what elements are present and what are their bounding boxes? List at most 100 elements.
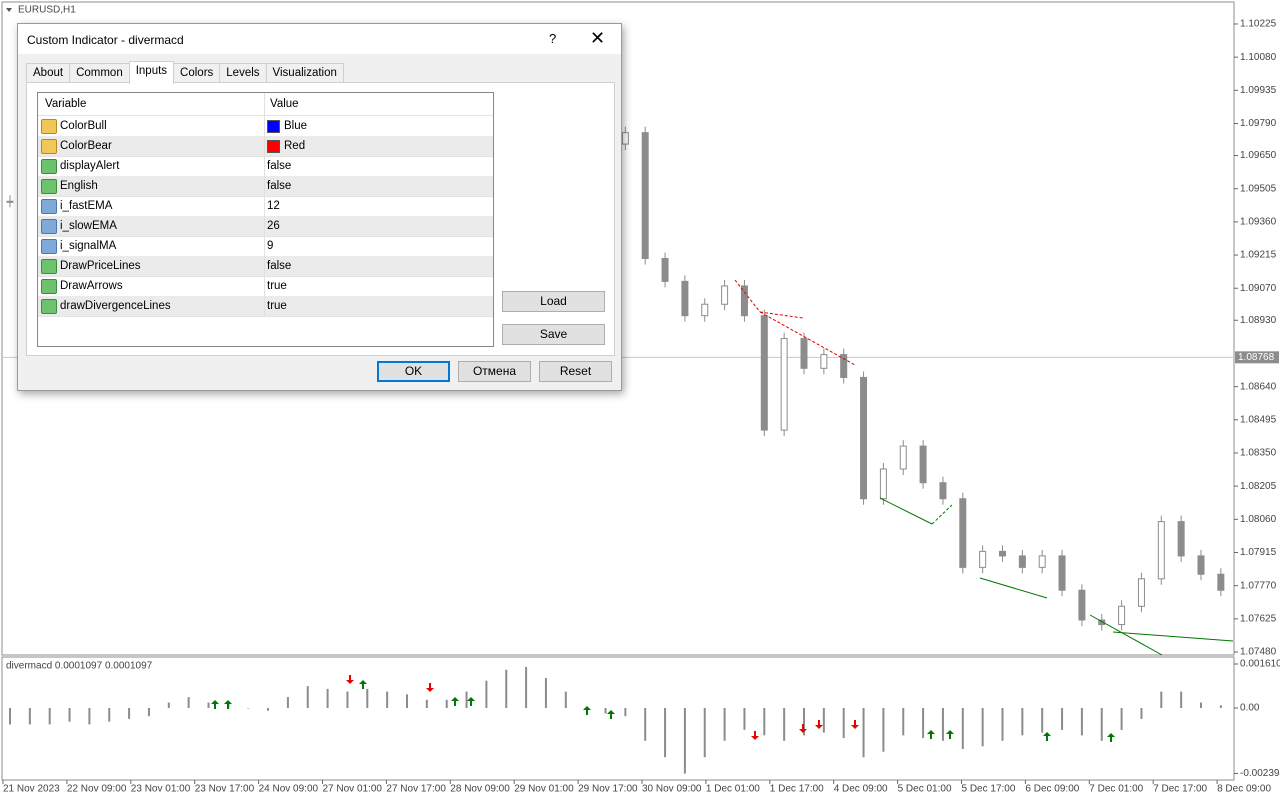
table-row[interactable]: displayAlert false — [38, 156, 493, 177]
histogram-bar — [683, 708, 686, 774]
sell-arrow — [851, 720, 859, 729]
ok-button[interactable]: OK — [377, 361, 450, 382]
buy-arrow — [467, 697, 475, 706]
x-tick-label: 1 Dec 17:00 — [770, 784, 824, 795]
load-button[interactable]: Load — [502, 291, 605, 312]
candle — [840, 354, 848, 378]
table-row[interactable]: ColorBull Blue — [38, 116, 493, 137]
buy-arrow — [224, 700, 232, 709]
variable-cell: English — [60, 180, 98, 192]
column-separator — [264, 196, 265, 216]
histogram-bar — [703, 708, 706, 758]
variable-cell: DrawPriceLines — [60, 260, 141, 272]
table-row[interactable]: English false — [38, 176, 493, 197]
cancel-button[interactable]: Отмена — [458, 361, 531, 382]
tab[interactable]: Visualization — [265, 63, 344, 84]
candle — [1038, 555, 1046, 568]
candle — [1177, 521, 1185, 557]
table-header: Variable Value — [38, 93, 493, 116]
current-price-box — [1235, 351, 1279, 364]
tab-panel: Variable Value ColorBull Blue ColorBear Red… — [26, 82, 615, 356]
buy-arrow — [583, 706, 591, 715]
y-tick-label: 1.07480 — [1240, 647, 1277, 658]
buy-arrow — [211, 700, 219, 709]
x-tick-label: 29 Nov 01:00 — [514, 784, 574, 795]
table-row[interactable]: i_fastEMA 12 — [38, 196, 493, 217]
tab[interactable]: Inputs — [128, 61, 175, 84]
column-separator — [264, 116, 265, 136]
x-tick-label: 22 Nov 09:00 — [67, 784, 127, 795]
histogram-bar — [247, 708, 250, 709]
x-tick-label: 28 Nov 09:00 — [450, 784, 510, 795]
candle — [701, 303, 709, 317]
value-cell: false — [267, 260, 292, 272]
help-button[interactable]: ? — [549, 31, 557, 46]
histogram-bar — [644, 708, 647, 741]
variable-cell: i_fastEMA — [60, 200, 113, 212]
histogram-bar — [207, 702, 210, 709]
save-button[interactable]: Save — [502, 324, 605, 345]
candle — [721, 285, 729, 305]
x-tick-label: 8 Dec 09:00 — [1217, 784, 1271, 795]
histogram-bar — [803, 708, 805, 736]
table-row[interactable]: ColorBear Red — [38, 136, 493, 157]
histogram-bar — [941, 708, 944, 741]
y-tick-label: 1.07915 — [1240, 547, 1277, 558]
histogram-bar — [961, 708, 964, 750]
table-row[interactable]: i_slowEMA 26 — [38, 216, 493, 237]
y-tick-label: 1.07770 — [1240, 580, 1277, 591]
candle — [1018, 555, 1026, 568]
histogram-bar — [544, 677, 547, 709]
y-tick-label: 0.0016103 — [1240, 659, 1280, 670]
row-icon — [41, 119, 57, 134]
histogram-bar — [1080, 708, 1083, 736]
divergence-line — [734, 279, 761, 313]
tab[interactable]: About — [26, 63, 71, 84]
variable-cell: DrawArrows — [60, 280, 123, 292]
close-button[interactable]: ✕ — [590, 28, 606, 48]
histogram-bar — [604, 708, 607, 714]
histogram-bar — [1180, 691, 1183, 709]
y-tick-label: 1.08060 — [1240, 514, 1277, 525]
reset-button[interactable]: Reset — [539, 361, 612, 382]
histogram-bar — [286, 697, 289, 709]
table-row[interactable]: DrawPriceLines false — [38, 256, 493, 277]
candle — [979, 550, 987, 568]
table-row[interactable]: i_signalMA 9 — [38, 236, 493, 257]
variable-cell: displayAlert — [60, 160, 120, 172]
sell-arrow — [751, 731, 759, 740]
candle — [780, 338, 788, 431]
variable-cell: i_slowEMA — [60, 220, 117, 232]
y-tick-label: -0.002394 — [1240, 768, 1280, 779]
buy-arrow — [359, 680, 367, 689]
candle — [6, 200, 14, 203]
table-row[interactable]: drawDivergenceLines true — [38, 296, 493, 317]
value-cell: true — [267, 300, 287, 312]
candle — [1098, 619, 1106, 626]
y-tick-label: 1.08205 — [1240, 481, 1277, 492]
table-row[interactable]: DrawArrows true — [38, 276, 493, 297]
y-tick-label: 0.00 — [1240, 703, 1260, 714]
y-tick-label: 1.08495 — [1240, 414, 1277, 425]
histogram-bar — [743, 708, 746, 730]
x-tick-label: 5 Dec 01:00 — [898, 784, 952, 795]
tab[interactable]: Common — [69, 63, 130, 84]
tab[interactable]: Levels — [219, 63, 267, 84]
histogram-bar — [465, 691, 468, 709]
candle — [621, 132, 629, 145]
candle — [661, 257, 669, 282]
y-tick-label: 1.09215 — [1240, 250, 1277, 261]
histogram-bar — [922, 708, 925, 739]
histogram-bar — [1219, 705, 1222, 709]
column-separator — [264, 236, 265, 256]
histogram-bar — [48, 708, 51, 725]
tab[interactable]: Colors — [173, 63, 221, 84]
histogram-bar — [108, 708, 111, 722]
x-tick-label: 6 Dec 09:00 — [1025, 784, 1079, 795]
candle — [820, 354, 828, 369]
inputs-table: Variable Value ColorBull Blue ColorBear Red… — [37, 92, 494, 347]
histogram-bar — [406, 694, 408, 709]
symbol-label: EURUSD,H1 — [18, 5, 76, 16]
histogram-bar — [763, 708, 766, 736]
color-swatch — [267, 140, 280, 153]
